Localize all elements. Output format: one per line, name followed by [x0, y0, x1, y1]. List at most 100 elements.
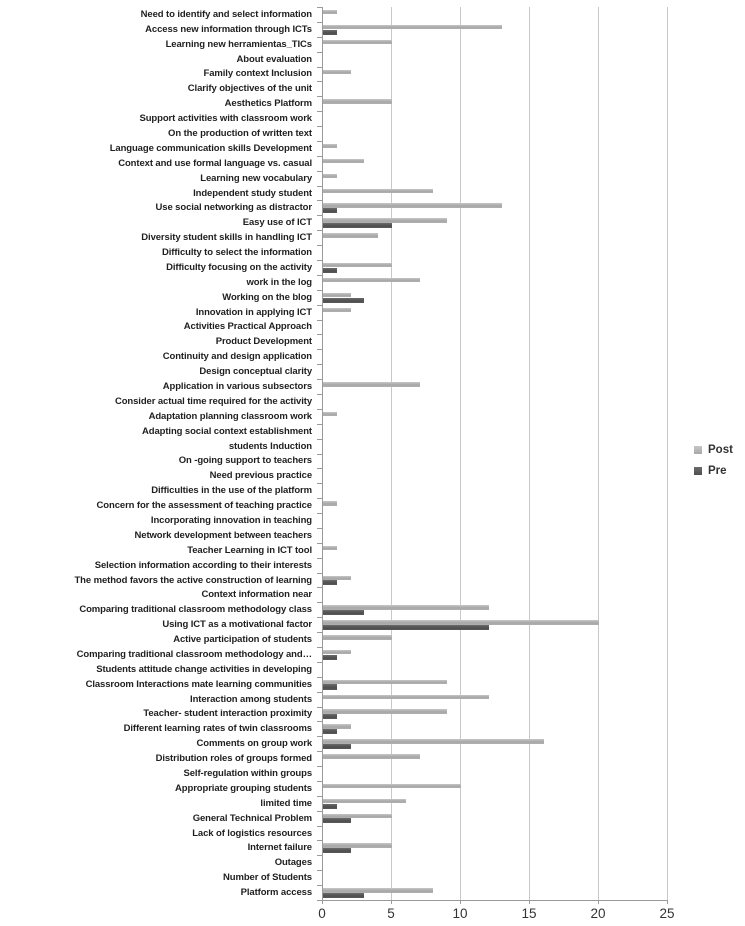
category-label: Appropriate grouping students: [175, 782, 312, 794]
y-axis-tick: [317, 900, 322, 901]
category-label: Adaptation planning classroom work: [148, 410, 313, 422]
y-axis-tick: [317, 36, 322, 38]
y-axis-tick: [317, 334, 322, 336]
bar-post: [323, 843, 392, 848]
y-axis-tick: [317, 319, 322, 321]
gridline-x-5: [391, 7, 392, 900]
y-axis-tick: [317, 21, 322, 23]
y-axis-tick: [317, 66, 322, 68]
category-label: Need to identify and select information: [140, 8, 312, 20]
category-label: Access new information through ICTs: [145, 23, 312, 35]
legend-item-post: Post: [694, 444, 733, 456]
category-label: Number of Students: [223, 872, 312, 884]
y-axis-tick: [317, 602, 322, 604]
bar-post: [323, 99, 392, 104]
y-axis-tick: [317, 81, 322, 83]
bar-post: [323, 709, 448, 714]
bar-pre: [323, 610, 365, 616]
y-axis-tick: [317, 170, 322, 172]
category-label: Concern for the assessment of teaching p…: [96, 500, 313, 512]
gridline-x-20: [598, 7, 599, 900]
bar-post: [323, 798, 406, 804]
category-label: Difficulty focusing on the activity: [166, 261, 312, 273]
y-axis-tick: [317, 274, 322, 276]
category-label: Context information near: [201, 589, 312, 601]
bar-pre: [323, 714, 337, 720]
y-axis-tick: [317, 126, 322, 128]
bar-post: [323, 24, 503, 30]
bar-post: [323, 382, 420, 387]
category-label: Family context Inclusion: [203, 68, 313, 80]
category-label: Working on the blog: [222, 291, 312, 303]
category-label: Lack of logistics resources: [192, 827, 312, 839]
bar-post: [323, 262, 392, 268]
bar-pre: [323, 818, 351, 824]
category-label: Easy use of ICT: [242, 217, 312, 229]
category-label: Comments on group work: [196, 738, 313, 750]
bar-post: [323, 39, 392, 45]
category-label: Comparing traditional classroom methodol…: [79, 604, 312, 616]
category-label: Learning new herramientas_TICs: [165, 38, 313, 50]
legend-pre-label: Pre: [708, 465, 727, 477]
y-axis-tick: [317, 96, 322, 98]
y-axis-tick: [317, 825, 322, 827]
category-label: Platform access: [240, 887, 312, 899]
category-label: Active participation of students: [173, 634, 312, 646]
y-axis-tick: [317, 557, 322, 559]
category-label: Need previous practice: [209, 470, 312, 482]
category-label: Adapting social context establishment: [142, 425, 312, 437]
y-axis-tick: [317, 483, 322, 485]
y-axis-tick: [317, 810, 322, 812]
category-label: General Technical Problem: [192, 812, 312, 824]
y-axis-tick: [317, 795, 322, 797]
category-label: Classroom Interactions mate learning com…: [85, 678, 313, 690]
bar-post: [323, 292, 351, 298]
category-label: limited time: [260, 797, 312, 809]
bar-post: [323, 724, 351, 729]
y-axis-tick: [317, 185, 322, 187]
legend: Post Pre: [694, 444, 733, 477]
bar-post: [323, 501, 337, 506]
y-axis-tick: [317, 453, 322, 455]
y-axis-line: [322, 7, 323, 900]
y-axis-tick: [317, 215, 322, 217]
legend-pre-swatch: [694, 467, 702, 475]
gridline-x-25: [667, 7, 668, 900]
category-label: Interaction among students: [190, 693, 312, 705]
y-axis-tick: [317, 289, 322, 291]
category-label: Activities Practical Approach: [183, 321, 312, 333]
x-tick-label: 5: [387, 906, 395, 921]
bar-post: [323, 545, 337, 551]
category-label: Teacher- student interaction proximity: [143, 708, 312, 720]
category-label: Difficulties in the use of the platform: [151, 485, 312, 497]
x-tick-label: 15: [521, 906, 537, 921]
x-tick-label: 10: [452, 906, 468, 921]
bar-post: [323, 754, 420, 759]
bar-post: [323, 694, 489, 700]
y-axis-tick: [317, 766, 322, 768]
x-axis-tick: [667, 900, 668, 904]
y-axis-tick: [317, 498, 322, 500]
bar-pre: [323, 684, 337, 690]
y-axis-tick: [317, 572, 322, 574]
bar-post: [323, 203, 503, 208]
bar-pre: [323, 297, 365, 303]
x-tick-label: 25: [659, 906, 675, 921]
y-axis-tick: [317, 393, 322, 395]
y-axis-tick: [317, 632, 322, 634]
y-axis-tick: [317, 870, 322, 872]
bar-post: [323, 69, 351, 74]
x-axis-tick: [460, 900, 461, 904]
bar-post: [323, 173, 337, 179]
bar-pre: [323, 729, 337, 735]
category-label: Outages: [274, 857, 312, 869]
bar-pre: [323, 744, 351, 750]
y-axis-tick: [317, 646, 322, 648]
y-axis-tick: [317, 468, 322, 470]
y-axis-tick: [317, 349, 322, 351]
y-axis-tick: [317, 230, 322, 232]
y-axis-tick: [317, 438, 322, 440]
legend-post-label: Post: [708, 444, 733, 456]
bar-pre: [323, 803, 337, 809]
